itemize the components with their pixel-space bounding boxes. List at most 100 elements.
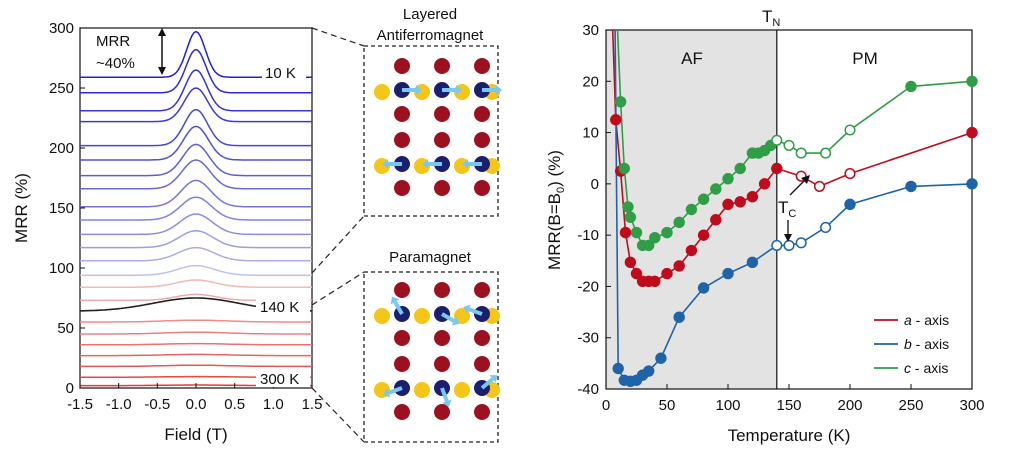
pm-upper-maroon-top-1	[434, 282, 450, 298]
right-xtick-label: 300	[959, 397, 984, 414]
label-10k: 10 K	[265, 65, 296, 82]
pm-lattice	[374, 282, 500, 420]
right-ylabel: MRR(B=B0) (%)	[545, 150, 567, 270]
point-filled-0-14	[734, 196, 746, 208]
afm-upper-gold-0	[374, 84, 390, 100]
afm-upper-spin-2	[482, 85, 502, 95]
point-filled-2-0	[614, 96, 627, 108]
pm-lower-spin-1-shaft	[440, 387, 449, 402]
afm-upper-maroon-top-2	[474, 58, 490, 74]
legend-label-0: a - axis	[904, 312, 949, 328]
afm-lower-spin-2	[462, 159, 482, 169]
afm-lower-maroon-bottom-2	[474, 180, 490, 196]
right-xtick-label: 250	[898, 397, 923, 414]
point-filled-0-18	[966, 126, 978, 139]
pm-lower-spin-2-head	[489, 375, 498, 383]
left-curves	[79, 30, 313, 387]
point-filled-0-9	[673, 260, 685, 272]
right-xtick-label: 150	[776, 397, 801, 414]
mrr-field-panel: -1.5 -1.0 -0.5 0.0 0.5 1.0 1.5 0 50 100 150 200 250 3…	[12, 20, 322, 444]
pm-box	[363, 271, 499, 443]
label-300k: 300 K	[260, 371, 299, 388]
left-ticks: -1.5 -1.0 -0.5 0.0 0.5 1.0 1.5 0 50 100 150 200 250 3…	[49, 20, 322, 413]
pm-upper-spin-0-head	[390, 296, 400, 305]
right-ytick-label: 10	[582, 125, 599, 142]
label-300k-bg	[256, 370, 310, 387]
left-ytick-label: 250	[49, 80, 74, 97]
left-xtick-label: -1.5	[67, 396, 93, 413]
point-open-0-1	[813, 180, 826, 192]
point-filled-2-10	[685, 203, 698, 216]
point-filled-1-9	[722, 267, 734, 280]
afm-upper-maroon-bottom-0	[394, 106, 410, 122]
pm-lower-spin-0	[383, 386, 403, 398]
point-filled-2-1	[618, 162, 630, 175]
right-ytick-label: -40	[577, 381, 599, 398]
afm-lower-maroon-bottom-1	[434, 180, 450, 196]
pm-title: Paramagnet	[389, 249, 472, 266]
afm-upper-spin-0	[402, 85, 422, 95]
pm-lower-spin-2	[480, 375, 498, 390]
point-open-2-1	[783, 139, 795, 151]
point-filled-0-17	[771, 162, 783, 175]
point-filled-1-11	[844, 198, 856, 211]
af-label: AF	[681, 49, 703, 68]
pm-lower-maroon-top-2	[474, 356, 490, 372]
pm-lower-spin-0-head	[383, 388, 391, 398]
point-filled-1-6	[655, 352, 667, 364]
point-open-1-1	[783, 239, 795, 251]
label-140k: 140 K	[260, 299, 299, 316]
point-filled-0-4	[630, 267, 643, 280]
point-filled-0-16	[758, 178, 771, 190]
pm-upper-gold-1	[414, 308, 430, 324]
point-filled-2-3	[624, 211, 637, 223]
field-curve-5	[80, 125, 312, 161]
afm-upper-spin-1-head	[456, 85, 462, 95]
afm-upper-spin-2-head	[496, 85, 502, 95]
point-open-2-2	[795, 147, 807, 159]
pm-upper-maroon-top-0	[394, 282, 410, 298]
field-curve-11	[80, 230, 312, 249]
pm-lower-maroon-top-0	[394, 356, 410, 372]
point-open-2-3	[820, 147, 832, 159]
pm-lower-maroon-bottom-1	[434, 404, 450, 420]
pm-lower-spin-1-head	[442, 399, 452, 407]
legend: a - axis b - axis c - axis	[874, 312, 949, 376]
point-filled-0-7	[649, 275, 661, 287]
pm-upper-spin-2	[463, 304, 483, 316]
point-filled-1-7	[673, 311, 685, 323]
pm-lower-maroon-bottom-2	[474, 404, 490, 420]
field-curve-17	[80, 319, 312, 323]
point-filled-0-13	[722, 198, 734, 211]
pm-upper-spin-0	[390, 296, 404, 315]
field-curve-9	[80, 196, 312, 221]
field-curve-7	[80, 159, 312, 190]
left-xtick-label: 0.5	[224, 396, 245, 413]
point-filled-2-14	[734, 162, 746, 175]
left-xlabel: Field (T)	[164, 425, 227, 444]
afm-upper-maroon-bottom-1	[434, 106, 450, 122]
left-ylabel: MRR (%)	[12, 173, 31, 243]
afm-upper-spin-0-head	[416, 85, 422, 95]
point-filled-0-3	[624, 256, 637, 269]
field-curve-13	[80, 264, 312, 276]
left-xtick-label: -1.0	[106, 396, 132, 413]
point-filled-0-0	[610, 114, 622, 126]
mrr-temperature-panel: 0 50 100 150 200 250 300 -40 -30 -20 -10 0 10 20 30 AF…	[545, 7, 985, 445]
left-xtick-label: 1.0	[263, 396, 284, 413]
right-xtick-label: 100	[715, 397, 740, 414]
field-curve-4	[80, 108, 312, 147]
left-xtick-label: 0.0	[186, 396, 207, 413]
right-ytick-label: 20	[582, 73, 599, 90]
afm-lower-maroon-top-2	[474, 132, 490, 148]
point-filled-1-12	[905, 180, 917, 193]
pm-lower-gold-2	[454, 382, 470, 398]
point-filled-1-8	[697, 282, 710, 294]
right-xlabel: Temperature (K)	[728, 426, 851, 445]
left-ytick-label: 300	[49, 20, 74, 37]
afm-lower-spin-0-head	[382, 159, 388, 169]
left-ytick-label: 200	[49, 140, 74, 157]
left-xtick-label: -0.5	[144, 396, 170, 413]
left-ytick-label: 100	[49, 260, 74, 277]
right-xtick-label: 0	[602, 397, 610, 414]
